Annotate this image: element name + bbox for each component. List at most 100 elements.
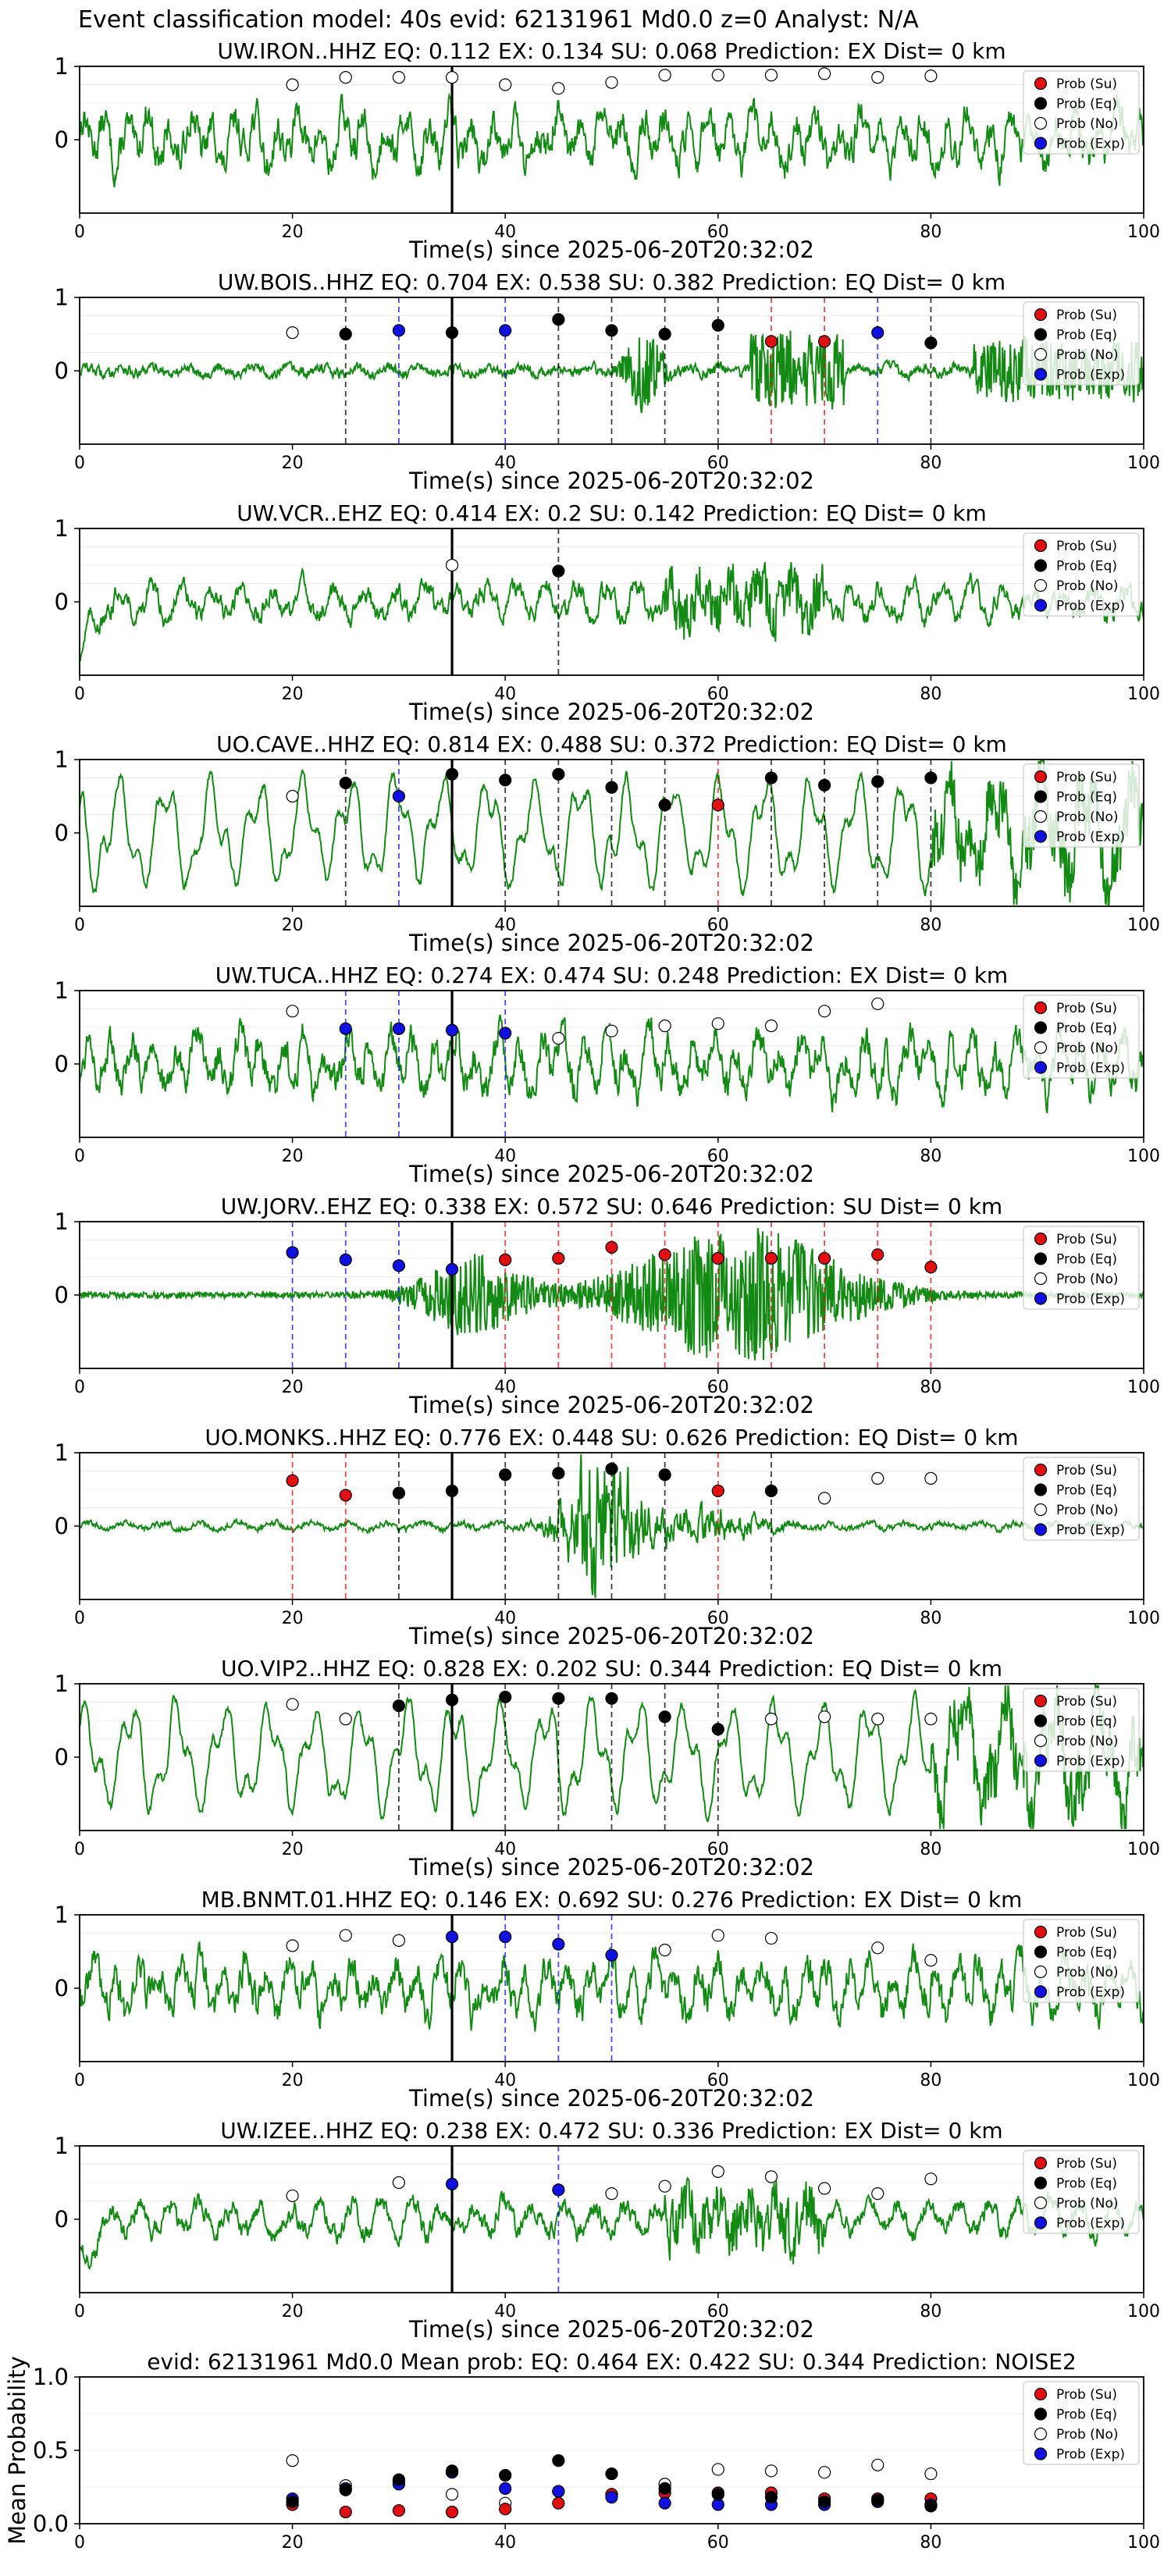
legend-marker-exp — [1034, 2447, 1048, 2460]
prob-marker-exp — [445, 1023, 459, 1037]
prob-marker-eq — [924, 771, 938, 785]
legend: Prob (Su) Prob (Eq) Prob (No) Prob (Exp) — [1023, 1457, 1140, 1541]
prob-marker-su — [764, 335, 778, 348]
legend-label: Prob (Exp) — [1056, 368, 1125, 383]
y-tick-label: 0 — [55, 820, 69, 846]
prob-marker-no — [711, 2165, 724, 2178]
legend-marker-su — [1034, 770, 1048, 784]
prob-marker-eq — [658, 327, 671, 341]
prob-marker-no — [711, 69, 724, 82]
prob-marker-eq — [605, 781, 618, 794]
prob-marker-no — [924, 69, 938, 83]
legend-marker-eq — [1034, 2176, 1048, 2190]
legend-box — [1023, 532, 1140, 617]
x-tick-label: 0 — [74, 1840, 85, 1859]
legend-marker-exp — [1034, 599, 1048, 612]
prob-marker-eq — [552, 767, 565, 781]
legend-label: Prob (Exp) — [1056, 1985, 1125, 2001]
y-tick-label: 1 — [55, 1670, 69, 1697]
x-tick-label: 0 — [74, 1147, 85, 1166]
x-tick-label: 60 — [707, 222, 729, 242]
x-tick-label: 20 — [282, 222, 304, 242]
y-tick-label: 0 — [55, 1051, 69, 1077]
prob-marker-exp — [499, 1026, 512, 1040]
x-tick-label: 0 — [74, 1609, 85, 1628]
prob-marker-eq — [871, 2493, 884, 2507]
legend-label: Prob (Exp) — [1056, 1523, 1125, 1539]
prob-marker-exp — [339, 1253, 352, 1266]
waveform-trace — [80, 330, 1144, 414]
x-tick-label: 0 — [74, 222, 85, 242]
legend-marker-exp — [1034, 1523, 1048, 1536]
prob-marker-no — [658, 1944, 671, 1957]
prob-marker-eq — [499, 2468, 512, 2482]
prob-marker-no — [392, 1934, 405, 1947]
prob-marker-no — [871, 1471, 884, 1485]
waveform-trace — [80, 91, 1144, 188]
legend-marker-eq — [1034, 97, 1048, 110]
legend-marker-exp — [1034, 1061, 1048, 1074]
prob-marker-no — [871, 70, 884, 84]
prob-marker-no — [764, 69, 778, 82]
prob-marker-exp — [445, 1262, 459, 1276]
subplot-11: evid: 62131961 Md0.0 Mean prob: EQ: 0.46… — [4, 2349, 1160, 2553]
prob-marker-eq — [764, 771, 778, 785]
prob-marker-exp — [499, 324, 512, 337]
x-tick-label: 40 — [494, 916, 516, 935]
y-tick-label: 0 — [55, 1975, 69, 2001]
y-tick-label: 1 — [55, 2133, 69, 2159]
prob-marker-no — [924, 2467, 938, 2481]
legend-label: Prob (No) — [1056, 116, 1119, 132]
waveform-trace — [80, 1684, 1144, 1830]
x-tick-label: 60 — [707, 1147, 729, 1166]
legend-box — [1023, 763, 1140, 848]
legend-label: Prob (No) — [1056, 1734, 1119, 1749]
x-tick-label: 40 — [494, 454, 516, 473]
x-tick-label: 100 — [1127, 685, 1160, 704]
legend-label: Prob (Eq) — [1056, 559, 1117, 575]
x-tick-label: 20 — [282, 685, 304, 704]
legend-label: Prob (No) — [1056, 2196, 1119, 2211]
x-axis-label: Time(s) since 2025-06-20T20:32:02 — [408, 468, 814, 494]
prob-marker-no — [817, 67, 831, 80]
legend-marker-su — [1034, 1463, 1048, 1477]
prob-marker-no — [924, 1471, 938, 1485]
legend-label: Prob (Exp) — [1056, 599, 1125, 614]
x-tick-label: 80 — [920, 2071, 941, 2090]
prob-marker-su — [924, 1261, 938, 1274]
prob-marker-no — [924, 2172, 938, 2186]
subplot-title: UW.BOIS..HHZ EQ: 0.704 EX: 0.538 SU: 0.3… — [218, 269, 1005, 295]
prob-marker-exp — [392, 1259, 405, 1272]
legend-label: Prob (Su) — [1056, 770, 1117, 785]
prob-marker-no — [445, 70, 459, 84]
prob-marker-su — [817, 335, 831, 348]
subplot-title: UW.IZEE..HHZ EQ: 0.238 EX: 0.472 SU: 0.3… — [220, 2118, 1002, 2144]
prob-marker-eq — [605, 1692, 618, 1705]
legend-label: Prob (Exp) — [1056, 830, 1125, 845]
legend-marker-exp — [1034, 137, 1048, 150]
legend-box — [1023, 1919, 1140, 2003]
legend-marker-eq — [1034, 1021, 1048, 1034]
subplot-9: MB.BNMT.01.HHZ EQ: 0.146 EX: 0.692 SU: 0… — [55, 1887, 1160, 2112]
axes-frame — [79, 990, 1144, 1138]
legend-marker-eq — [1034, 790, 1048, 803]
legend-marker-eq — [1034, 1945, 1048, 1959]
prob-marker-eq — [711, 2488, 724, 2501]
legend-marker-exp — [1034, 830, 1048, 843]
prob-marker-no — [552, 1031, 565, 1045]
x-axis-label: Time(s) since 2025-06-20T20:32:02 — [408, 930, 814, 956]
x-tick-label: 40 — [494, 685, 516, 704]
x-tick-label: 80 — [920, 454, 941, 473]
prob-marker-no — [817, 1005, 831, 1018]
legend-box — [1023, 1226, 1140, 1310]
prob-marker-eq — [658, 1710, 671, 1724]
legend-label: Prob (Su) — [1056, 1925, 1117, 1941]
prob-marker-eq — [711, 1723, 724, 1736]
waveform-trace — [80, 2176, 1144, 2271]
x-tick-label: 60 — [707, 685, 729, 704]
prob-marker-su — [711, 1251, 724, 1265]
y-axis-label: Mean Probability — [4, 2356, 30, 2545]
prob-marker-eq — [658, 1468, 671, 1482]
legend-box — [1023, 70, 1140, 155]
